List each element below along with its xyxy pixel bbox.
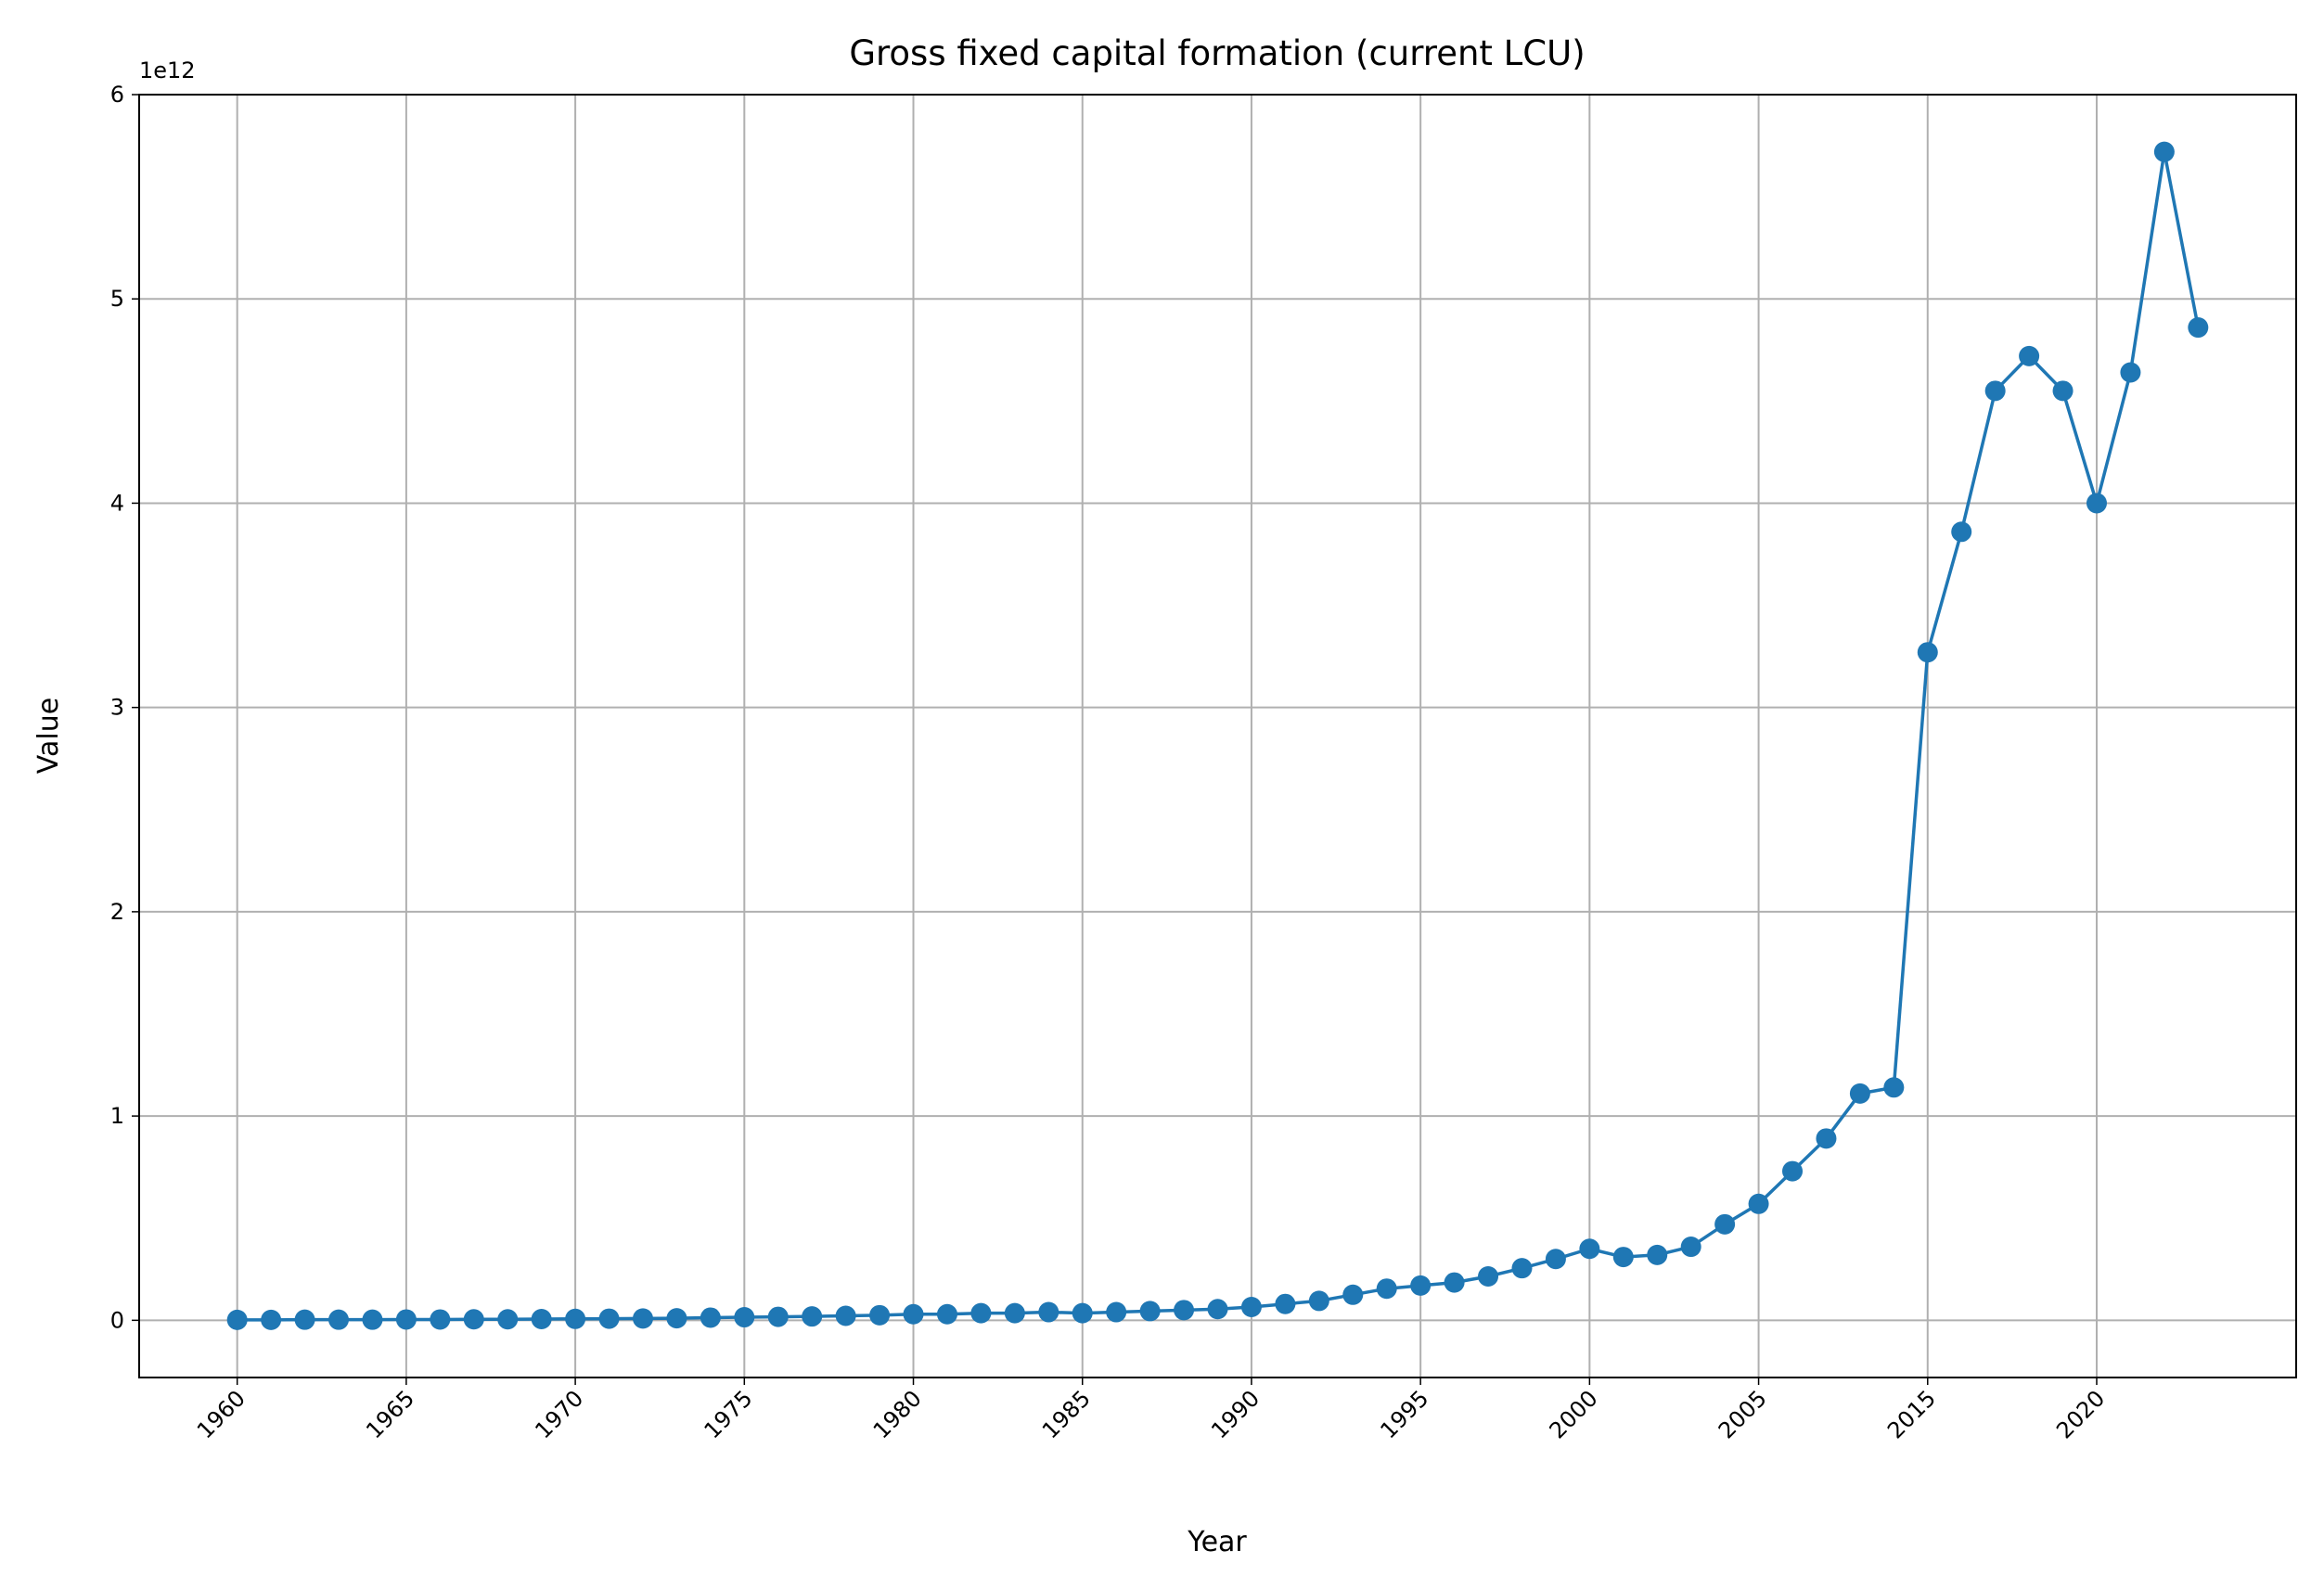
marker xyxy=(1174,1300,1195,1321)
marker xyxy=(1478,1265,1499,1287)
x-tick-label: 1995 xyxy=(1375,1385,1433,1443)
marker xyxy=(261,1309,282,1330)
marker xyxy=(1106,1301,1127,1323)
marker xyxy=(1240,1297,1262,1318)
marker xyxy=(700,1307,721,1328)
x-tick-label: 2005 xyxy=(1714,1385,1772,1443)
chart-title: Gross fixed capital formation (current L… xyxy=(849,33,1585,73)
marker xyxy=(936,1303,957,1325)
marker xyxy=(1917,642,1938,663)
y-tick-label: 4 xyxy=(110,490,124,516)
marker xyxy=(1444,1272,1465,1293)
marker xyxy=(1511,1258,1533,1279)
marker xyxy=(1680,1237,1701,1258)
marker xyxy=(1139,1301,1161,1322)
marker xyxy=(970,1302,992,1324)
marker xyxy=(2120,362,2141,383)
marker xyxy=(598,1308,620,1329)
marker xyxy=(463,1309,484,1330)
marker xyxy=(666,1308,687,1329)
marker xyxy=(1410,1275,1432,1296)
plot-frame xyxy=(138,94,2297,1378)
marker xyxy=(1748,1193,1769,1214)
x-tick-label: 1990 xyxy=(1206,1385,1265,1443)
marker xyxy=(1275,1293,1296,1314)
marker xyxy=(2019,345,2040,366)
marker xyxy=(767,1306,789,1327)
y-tick-label: 6 xyxy=(110,82,124,108)
marker xyxy=(430,1309,451,1330)
marker xyxy=(1579,1238,1600,1260)
marker xyxy=(1647,1244,1668,1265)
x-axis-label: Year xyxy=(1187,1526,1247,1558)
marker xyxy=(1951,521,1972,543)
marker xyxy=(734,1307,755,1328)
marker xyxy=(2153,141,2175,162)
y-axis-label: Value xyxy=(32,698,65,774)
marker xyxy=(1883,1077,1905,1098)
x-tick-label: 1970 xyxy=(530,1385,588,1443)
x-tick-label: 1985 xyxy=(1037,1385,1096,1443)
marker xyxy=(1816,1128,1837,1149)
y-offset-label: 1e12 xyxy=(139,58,196,83)
marker xyxy=(1038,1301,1059,1323)
x-tick-label: 2000 xyxy=(1545,1385,1603,1443)
marker xyxy=(632,1308,653,1329)
marker xyxy=(1308,1290,1329,1312)
marker xyxy=(1342,1284,1364,1305)
marker xyxy=(395,1309,417,1330)
x-tick-label: 1965 xyxy=(361,1385,419,1443)
marker xyxy=(1376,1278,1397,1300)
marker xyxy=(328,1309,350,1330)
marker xyxy=(2052,380,2074,402)
marker xyxy=(1612,1247,1634,1268)
marker xyxy=(226,1309,248,1330)
marker xyxy=(1984,380,2006,402)
x-tick-label: 1975 xyxy=(700,1385,758,1443)
marker xyxy=(1714,1213,1736,1235)
marker xyxy=(1849,1083,1870,1104)
x-tick-label: 2015 xyxy=(1882,1385,1941,1443)
y-tick-label: 5 xyxy=(110,286,124,312)
marker xyxy=(1004,1302,1025,1324)
marker xyxy=(802,1306,823,1327)
marker xyxy=(1545,1249,1566,1270)
x-tick-label: 1980 xyxy=(868,1385,927,1443)
marker xyxy=(497,1309,519,1330)
marker xyxy=(531,1309,552,1330)
line xyxy=(237,151,2201,1322)
y-tick-label: 3 xyxy=(110,695,124,721)
marker xyxy=(903,1303,924,1325)
x-tick-label: 2020 xyxy=(2051,1385,2110,1443)
marker xyxy=(1072,1302,1093,1324)
marker xyxy=(2086,493,2107,514)
x-tick-label: 1960 xyxy=(192,1385,250,1443)
y-tick-label: 1 xyxy=(110,1103,124,1129)
y-tick-label: 0 xyxy=(110,1307,124,1333)
marker xyxy=(1782,1160,1804,1182)
marker xyxy=(869,1304,891,1326)
marker xyxy=(2188,317,2209,339)
marker xyxy=(362,1309,383,1330)
marker xyxy=(565,1308,586,1329)
marker xyxy=(294,1309,315,1330)
marker xyxy=(835,1305,856,1326)
y-tick-label: 2 xyxy=(110,899,124,925)
marker xyxy=(1207,1299,1228,1320)
